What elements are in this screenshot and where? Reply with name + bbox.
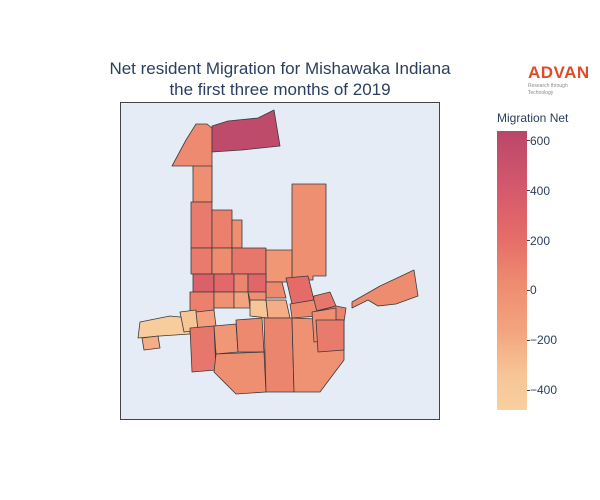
colorbar-tick-mark-4 <box>527 339 530 341</box>
colorbar-tick-mark-3 <box>527 289 530 291</box>
map-title-line-1: Net resident Migration for Mishawaka Ind… <box>109 59 451 78</box>
region-central-g[interactable] <box>247 273 267 293</box>
map-regions <box>137 109 419 395</box>
region-central-lower-left[interactable] <box>190 247 213 275</box>
region-central-n[interactable] <box>249 299 269 319</box>
region-east-2[interactable] <box>315 319 345 353</box>
colorbar-tick-mark-5 <box>527 389 530 391</box>
region-east-tall[interactable] <box>291 183 327 281</box>
region-stem-right-a[interactable] <box>211 209 233 249</box>
colorbar <box>497 131 527 410</box>
region-north-stem-upper[interactable] <box>192 165 213 203</box>
region-central-k[interactable] <box>189 291 215 313</box>
colorbar-tick-label-1: 400 <box>530 183 551 198</box>
colorbar-tick-label-5: −400 <box>530 383 558 398</box>
colorbar-title: Migration Net <box>497 111 569 125</box>
colorbar-tick-label-3: 0 <box>530 283 537 298</box>
region-central-q[interactable] <box>247 291 267 301</box>
region-north-top[interactable] <box>211 109 281 153</box>
region-central-o[interactable] <box>265 299 291 319</box>
map-plot-area[interactable] <box>120 102 440 420</box>
region-central-h[interactable] <box>265 281 287 299</box>
region-west-small[interactable] <box>141 335 161 351</box>
region-central-m[interactable] <box>233 291 251 309</box>
region-central-a[interactable] <box>211 247 233 275</box>
region-central-d[interactable] <box>192 273 215 293</box>
region-south-lower[interactable] <box>213 351 267 395</box>
colorbar-tick-mark-0 <box>527 140 530 142</box>
logo-wordmark: ADVAN <box>528 63 590 82</box>
region-stem-right-b[interactable] <box>231 219 243 249</box>
region-far-east-arm[interactable] <box>351 269 419 309</box>
logo-tagline: Research through Technology <box>528 83 568 96</box>
region-south-mid-left[interactable] <box>213 323 239 355</box>
colorbar-tick-mark-2 <box>527 240 530 242</box>
map-title-line-2: the first three months of 2019 <box>169 80 391 99</box>
region-central-e[interactable] <box>213 273 235 293</box>
colorbar-tick-mark-1 <box>527 190 530 192</box>
map-title: Net resident Migration for Mishawaka Ind… <box>60 58 500 100</box>
region-south-right[interactable] <box>263 317 295 393</box>
region-central-b[interactable] <box>231 247 267 275</box>
colorbar-tick-label-2: 200 <box>530 233 551 248</box>
region-central-l[interactable] <box>213 291 235 309</box>
region-central-c[interactable] <box>265 249 293 283</box>
choropleth-map[interactable] <box>121 103 439 419</box>
region-stem-mid[interactable] <box>190 201 213 249</box>
advan-logo: ADVAN Research through Technology <box>528 64 594 97</box>
region-south-mid[interactable] <box>235 317 265 353</box>
region-south-left[interactable] <box>189 325 217 373</box>
colorbar-tick-label-0: 600 <box>530 133 551 148</box>
colorbar-tick-label-4: −200 <box>530 333 558 348</box>
region-central-f[interactable] <box>233 273 249 293</box>
